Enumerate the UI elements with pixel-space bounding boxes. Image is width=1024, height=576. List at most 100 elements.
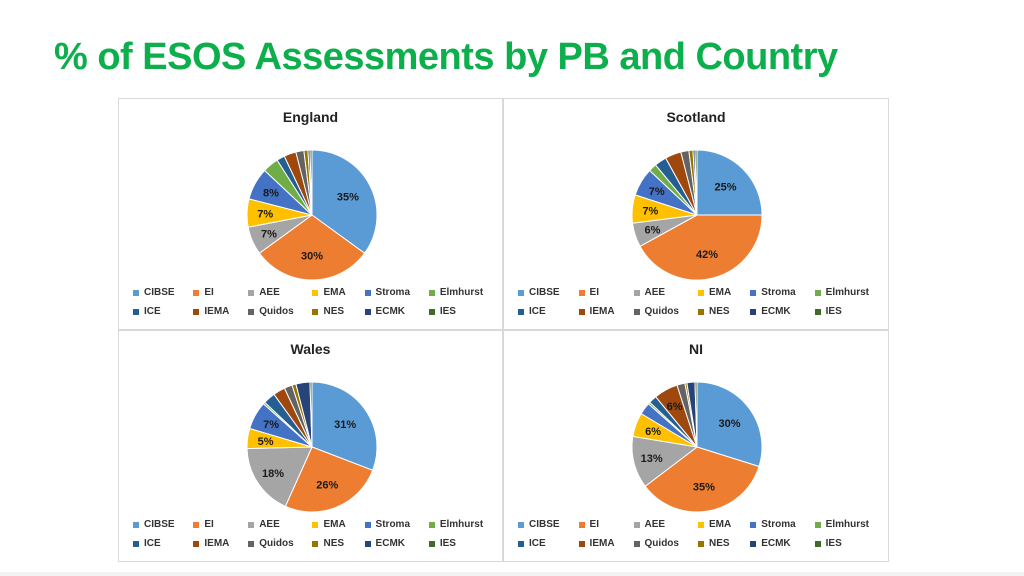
- legend-label: IEMA: [204, 306, 230, 317]
- legend-label: IES: [439, 538, 456, 549]
- slice-label-aee: 13%: [641, 453, 663, 465]
- slice-label-ei: 42%: [696, 249, 718, 261]
- legend-label: IEMA: [589, 306, 615, 317]
- legend-item-aee: AEE: [633, 287, 692, 298]
- legend-label: EMA: [708, 519, 732, 530]
- legend-item-ies: IES: [428, 306, 496, 317]
- chart-title: Scotland: [666, 109, 726, 125]
- legend-item-cibse: CIBSE: [518, 519, 573, 530]
- pie-slice-ei: [639, 214, 763, 281]
- legend-swatch: [193, 289, 200, 296]
- legend-item-ecmk: ECMK: [364, 538, 423, 549]
- legend-item-ei: EI: [578, 519, 628, 530]
- slice-label-cibse: 35%: [337, 192, 359, 204]
- legend-item-stroma: Stroma: [364, 287, 423, 298]
- legend-swatch: [133, 540, 139, 547]
- legend-swatch: [697, 308, 704, 315]
- slice-label-stroma: 8%: [263, 188, 279, 200]
- legend-swatch: [518, 289, 524, 296]
- slice-label-aee: 6%: [645, 225, 661, 237]
- legend-item-ice: ICE: [133, 306, 187, 317]
- legend-item-aee: AEE: [248, 287, 306, 298]
- legend-label: ECMK: [761, 538, 791, 549]
- legend-swatch: [633, 521, 640, 528]
- slice-label-ema: 6%: [645, 426, 661, 438]
- legend-label: Elmhurst: [439, 287, 484, 298]
- legend-item-ies: IES: [814, 306, 882, 317]
- legend-swatch: [364, 289, 371, 296]
- slice-label-ema: 7%: [257, 209, 273, 221]
- pie-slice-ei: [644, 446, 760, 513]
- legend-item-ice: ICE: [518, 306, 573, 317]
- legend-item-aee: AEE: [633, 519, 692, 530]
- legend-swatch: [518, 521, 524, 528]
- legend-item-stroma: Stroma: [750, 519, 808, 530]
- legend-item-ies: IES: [814, 538, 882, 549]
- legend-item-quidos: Quidos: [633, 306, 692, 317]
- legend-label: EMA: [323, 287, 346, 298]
- legend-label: Elmhurst: [825, 519, 869, 530]
- chart-panel-wales: Wales 31% 26% 18% 5% 7% CIBSE EI AEE EMA Stroma E…: [118, 330, 503, 562]
- legend-swatch: [578, 521, 585, 528]
- pie-chart-england: 35% 30% 7% 7% 8%: [246, 149, 378, 281]
- legend-swatch: [697, 289, 704, 296]
- pie-slice-ei: [284, 446, 374, 513]
- legend-swatch: [750, 521, 757, 528]
- legend-label: Quidos: [259, 306, 294, 317]
- legend-item-stroma: Stroma: [364, 519, 423, 530]
- legend-label: ECMK: [375, 306, 405, 317]
- legend-item-iema: IEMA: [193, 538, 242, 549]
- page-title: % of ESOS Assessments by PB and Country: [54, 36, 838, 78]
- legend-item-nes: NES: [312, 538, 358, 549]
- pie-slice-ies: [309, 149, 313, 216]
- legend-item-quidos: Quidos: [248, 538, 306, 549]
- slice-label-cibse: 31%: [334, 419, 356, 431]
- slice-label-aee: 7%: [261, 229, 277, 241]
- legend-item-ice: ICE: [518, 538, 573, 549]
- legend-label: Elmhurst: [439, 519, 484, 530]
- legend-swatch: [133, 521, 139, 528]
- legend-swatch: [428, 289, 435, 296]
- legend-label: Quidos: [644, 538, 679, 549]
- chart-legend: CIBSE EI AEE EMA Stroma Elmhurst ICE IEMA Quidos…: [518, 519, 882, 549]
- slice-label-ei: 26%: [316, 479, 338, 491]
- legend-swatch: [578, 540, 585, 547]
- chart-panel-ni: NI 30% 35% 13% 6% 6% CIBSE EI AEE EMA Stroma Elmh…: [503, 330, 889, 562]
- legend-swatch: [750, 308, 757, 315]
- legend-item-elmhurst: Elmhurst: [814, 519, 882, 530]
- pie-slice-ies: [694, 381, 698, 448]
- legend-item-nes: NES: [697, 538, 744, 549]
- chart-title: England: [282, 109, 339, 125]
- legend-swatch: [364, 308, 371, 315]
- pie-chart-scotland: 25% 42% 6% 7% 7%: [631, 149, 763, 281]
- slice-label-stroma: 7%: [263, 419, 279, 431]
- legend-item-ei: EI: [193, 519, 242, 530]
- legend-item-cibse: CIBSE: [518, 287, 573, 298]
- legend-swatch: [193, 521, 200, 528]
- legend-label: ICE: [529, 306, 546, 317]
- slice-label-ei: 35%: [693, 482, 715, 494]
- legend-swatch: [428, 540, 435, 547]
- pie-slice-cibse: [311, 381, 378, 471]
- pie-slice-cibse: [311, 149, 378, 254]
- legend-swatch: [633, 540, 640, 547]
- legend-swatch: [814, 308, 821, 315]
- legend-swatch: [133, 308, 139, 315]
- legend-swatch: [312, 521, 319, 528]
- legend-item-ies: IES: [428, 538, 496, 549]
- slice-label-ema: 7%: [642, 206, 658, 218]
- legend-label: AEE: [644, 519, 666, 530]
- pie-chart-wales: 31% 26% 18% 5% 7%: [246, 381, 378, 513]
- slice-label-cibse: 30%: [718, 418, 740, 430]
- legend-item-ema: EMA: [697, 287, 744, 298]
- legend-label: ICE: [144, 538, 161, 549]
- legend-swatch: [518, 308, 524, 315]
- legend-label: Stroma: [375, 287, 410, 298]
- legend-swatch: [364, 521, 371, 528]
- footer-divider: [0, 572, 1024, 576]
- legend-swatch: [133, 289, 139, 296]
- legend-item-ecmk: ECMK: [750, 538, 808, 549]
- legend-swatch: [428, 521, 435, 528]
- chart-panel-scotland: Scotland 25% 42% 6% 7% 7% CIBSE EI AEE EMA Strom…: [503, 98, 889, 330]
- legend-swatch: [578, 289, 585, 296]
